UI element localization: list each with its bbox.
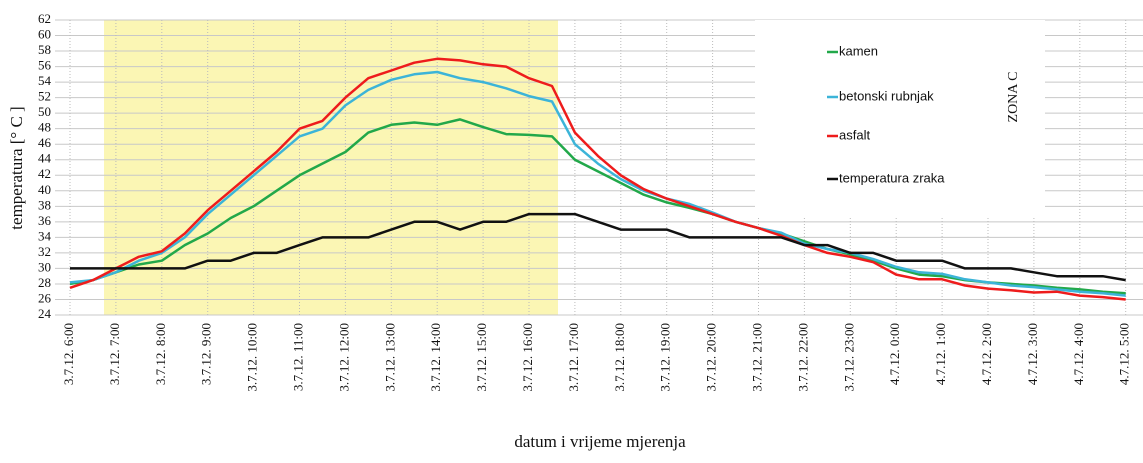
legend-label: betonski rubnjak (839, 88, 934, 103)
y-tick-label: 28 (38, 275, 51, 290)
y-tick-label: 52 (38, 89, 51, 104)
x-tick-label: 4.7.12. 3:00 (1025, 323, 1040, 385)
x-tick-label: 3.7.12. 10:00 (245, 323, 260, 392)
y-tick-label: 48 (38, 120, 51, 135)
y-tick-label: 44 (38, 151, 52, 166)
y-tick-label: 38 (38, 197, 51, 212)
zone-annotation: ZONA C (1006, 72, 1021, 123)
y-tick-label: 34 (38, 228, 52, 243)
legend-box (755, 20, 1045, 218)
y-tick-label: 42 (38, 166, 51, 181)
x-tick-label: 3.7.12. 19:00 (658, 323, 673, 392)
x-tick-label: 3.7.12. 22:00 (795, 323, 810, 392)
highlight-zone (104, 20, 558, 315)
x-tick-label: 3.7.12. 20:00 (704, 323, 719, 392)
x-tick-label: 3.7.12. 9:00 (199, 323, 214, 385)
x-tick-label: 3.7.12. 23:00 (841, 323, 856, 392)
y-tick-label: 36 (38, 213, 52, 228)
x-tick-label: 3.7.12. 17:00 (566, 323, 581, 392)
y-tick-label: 58 (38, 42, 51, 57)
y-tick-label: 62 (38, 11, 51, 26)
y-tick-label: 56 (38, 58, 52, 73)
y-axis-label: temperatura [° C ] (7, 106, 26, 229)
x-tick-label: 3.7.12. 14:00 (428, 323, 443, 392)
x-tick-label: 4.7.12. 5:00 (1117, 323, 1132, 385)
legend-label: temperatura zraka (839, 170, 945, 185)
x-tick-label: 4.7.12. 2:00 (979, 323, 994, 385)
x-tick-label: 3.7.12. 12:00 (336, 323, 351, 392)
y-tick-label: 30 (38, 259, 51, 274)
marks (69, 57, 1126, 301)
series-line (69, 118, 1126, 295)
y-tick-label: 54 (38, 73, 52, 88)
y-tick-label: 32 (38, 244, 51, 259)
legend-label: asfalt (839, 127, 870, 142)
x-tick-label: 4.7.12. 4:00 (1071, 323, 1086, 385)
x-tick-label: 3.7.12. 21:00 (749, 323, 764, 392)
x-axis-label: datum i vrijeme mjerenja (514, 432, 686, 451)
legend-label: kamen (839, 43, 878, 58)
x-tick-label: 3.7.12. 18:00 (612, 323, 627, 392)
y-tick-label: 24 (38, 306, 52, 321)
series-line (69, 70, 1126, 297)
x-tick-label: 3.7.12. 8:00 (153, 323, 168, 385)
y-tick-label: 26 (38, 290, 52, 305)
y-tick-label: 46 (38, 135, 52, 150)
x-tick-label: 3.7.12. 16:00 (520, 323, 535, 392)
x-tick-label: 4.7.12. 0:00 (887, 323, 902, 385)
y-tick-label: 40 (38, 182, 51, 197)
y-tick-label: 60 (38, 27, 51, 42)
x-tick-label: 4.7.12. 1:00 (933, 323, 948, 385)
series-line (70, 212, 1126, 282)
x-tick-label: 3.7.12. 7:00 (107, 323, 122, 385)
x-tick-label: 3.7.12. 6:00 (61, 323, 76, 385)
x-tick-label: 3.7.12. 15:00 (474, 323, 489, 392)
x-tick-label: 3.7.12. 13:00 (382, 323, 397, 392)
y-tick-label: 50 (38, 104, 51, 119)
x-tick-label: 3.7.12. 11:00 (290, 323, 305, 391)
series-line (69, 57, 1126, 301)
